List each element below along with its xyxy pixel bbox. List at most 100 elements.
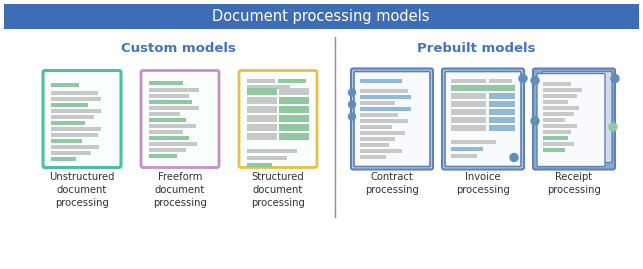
FancyBboxPatch shape [239,70,317,168]
FancyBboxPatch shape [537,73,605,167]
Bar [360,125,392,129]
Bar [451,79,486,83]
Circle shape [349,113,356,120]
Text: Invoice
processing: Invoice processing [456,172,510,195]
Bar [247,156,287,160]
Bar [51,97,100,101]
Bar [279,115,309,122]
Text: Prebuilt models: Prebuilt models [417,43,535,55]
Bar [451,84,515,90]
Circle shape [519,75,527,83]
Circle shape [349,101,356,108]
Bar [543,94,577,97]
Bar [149,148,186,151]
Bar [360,107,412,111]
Bar [51,115,95,119]
Bar [360,119,408,122]
FancyBboxPatch shape [43,70,121,168]
Bar [149,118,186,122]
Bar [51,133,98,136]
Bar [149,81,183,84]
Bar [543,82,571,86]
Bar [247,79,275,83]
Bar [451,140,496,143]
Bar [489,125,515,130]
Bar [51,109,100,112]
Bar [51,157,76,161]
Circle shape [510,154,518,161]
Bar [247,149,296,153]
Bar [51,151,91,154]
Bar [278,79,306,83]
Bar [149,136,189,140]
Bar [489,79,512,83]
Bar [360,89,408,93]
Bar [451,154,476,158]
Text: Contract
processing: Contract processing [365,172,419,195]
Bar [543,118,565,122]
Bar [247,105,276,112]
Bar [51,139,82,143]
Bar [279,105,309,112]
Bar [149,94,189,97]
Bar [360,95,412,98]
Bar [543,130,571,133]
Bar [451,147,483,150]
Bar [51,103,88,107]
Bar [149,112,180,115]
Bar [149,124,195,128]
FancyBboxPatch shape [351,69,433,169]
Bar [489,108,515,115]
Bar [149,88,199,91]
Bar [451,125,486,130]
Bar [51,83,79,87]
Bar [247,163,272,167]
Bar [279,133,309,140]
Bar [543,112,574,115]
Bar [360,149,402,153]
Bar [360,137,395,140]
Bar [279,97,309,104]
Text: Receipt
processing: Receipt processing [547,172,601,195]
Bar [489,93,515,98]
FancyBboxPatch shape [354,72,430,167]
Bar [451,93,486,98]
Circle shape [531,117,539,125]
FancyBboxPatch shape [542,72,612,162]
Text: Unstructured
document
processing: Unstructured document processing [50,172,114,208]
Bar [4,4,639,29]
Bar [360,131,405,134]
Bar [360,113,399,116]
FancyBboxPatch shape [442,69,524,169]
Bar [543,100,568,104]
Bar [543,142,574,146]
Bar [543,106,579,109]
Bar [149,106,199,109]
Bar [247,85,291,89]
Bar [51,121,85,125]
Bar [247,97,276,104]
Bar [451,108,486,115]
Bar [360,79,402,83]
Bar [451,101,486,107]
Bar [247,87,276,94]
Text: Freeform
document
processing: Freeform document processing [153,172,207,208]
Bar [489,116,515,122]
Bar [149,154,177,158]
Bar [149,100,192,104]
Bar [543,124,577,128]
Bar [51,145,100,148]
Bar [279,123,309,130]
Bar [543,148,565,151]
Bar [543,136,568,140]
Bar [247,133,276,140]
Bar [247,115,276,122]
Bar [51,127,100,130]
FancyBboxPatch shape [533,69,615,169]
Bar [51,91,98,94]
Text: Structured
document
processing: Structured document processing [251,172,305,208]
Bar [279,87,309,94]
Bar [360,155,386,158]
Circle shape [531,76,539,84]
Bar [489,101,515,107]
